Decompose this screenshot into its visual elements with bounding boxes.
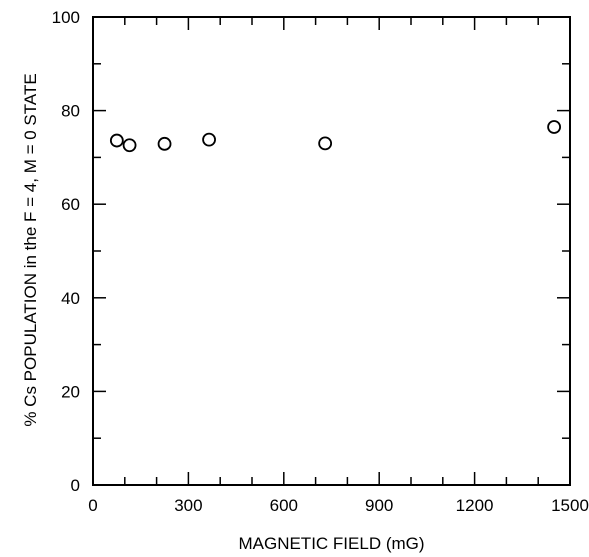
x-axis-title: MAGNETIC FIELD (mG) xyxy=(238,534,424,553)
data-point xyxy=(122,138,137,153)
data-point xyxy=(109,133,124,148)
data-point xyxy=(547,120,561,134)
x-tick-label: 600 xyxy=(270,496,298,515)
y-tick-label: 80 xyxy=(61,102,80,121)
y-tick-label: 40 xyxy=(61,289,80,308)
data-point xyxy=(157,136,172,151)
x-tick-label: 1200 xyxy=(456,496,494,515)
y-tick-label: 60 xyxy=(61,195,80,214)
y-tick-label: 0 xyxy=(71,476,80,495)
minor-ticks xyxy=(93,17,570,485)
data-point xyxy=(202,132,216,147)
x-tick-label: 900 xyxy=(365,496,393,515)
x-tick-label: 0 xyxy=(88,496,97,515)
y-tick-label: 100 xyxy=(52,8,80,27)
x-tick-label: 300 xyxy=(174,496,202,515)
x-tick-label: 1500 xyxy=(551,496,589,515)
x-tick-labels: 0 300 600 900 1200 1500 xyxy=(88,496,589,515)
y-tick-label: 20 xyxy=(61,382,80,401)
plot-frame xyxy=(92,16,571,486)
y-tick-labels: 0 20 40 60 80 100 xyxy=(52,8,80,495)
major-ticks xyxy=(92,16,571,486)
data-point xyxy=(318,136,333,151)
y-axis-title: % Cs POPULATION in the F = 4, M = 0 STAT… xyxy=(21,73,40,426)
data-points xyxy=(109,120,561,153)
